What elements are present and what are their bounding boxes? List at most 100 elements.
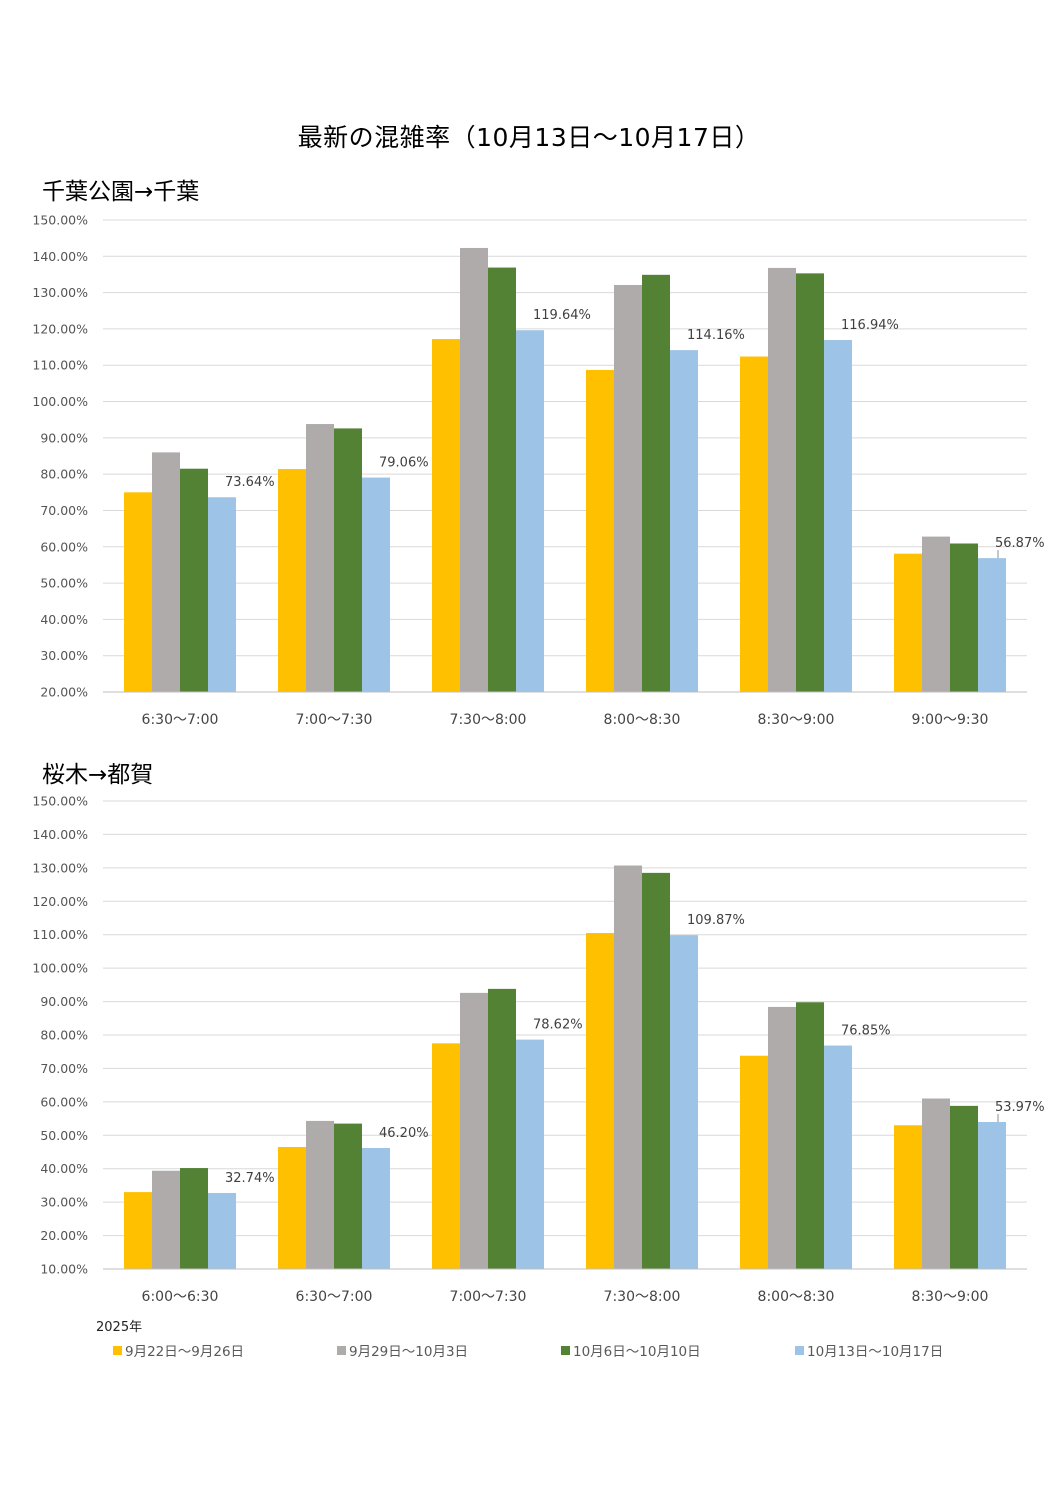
bar-series-2-4	[614, 865, 642, 1269]
y-tick-label: 100.00%	[32, 961, 88, 976]
x-category-label: 7:30～8:00	[604, 1289, 681, 1305]
bar-series-1-1	[124, 1192, 152, 1269]
legend-label-series-4: 10月13日～10月17日	[807, 1344, 944, 1360]
bar-series-1-5	[740, 356, 768, 692]
x-category-label: 8:30～9:00	[758, 712, 835, 728]
bar-series-2-2	[306, 424, 334, 692]
bar-series-1-6	[894, 1125, 922, 1269]
chart-sakuragi-to-tsuga: 10.00% 20.00% 30.00% 40.00% 50.00% 60.00% 70.0…	[32, 794, 1045, 1306]
bar-series-4-6	[978, 558, 1006, 692]
y-tick-label: 60.00%	[40, 539, 88, 554]
bar-series-3-6	[950, 543, 978, 692]
data-label: 119.64%	[533, 308, 591, 323]
bar-series-2-6	[922, 1098, 950, 1269]
bar-series-3-5	[796, 1002, 824, 1269]
bar-series-4-2	[362, 1147, 390, 1269]
bar-series-3-2	[334, 1123, 362, 1269]
data-label: 76.85%	[841, 1024, 891, 1039]
y-tick-label: 50.00%	[40, 576, 88, 591]
data-label: 114.16%	[687, 328, 745, 343]
bar-series-4-1	[208, 497, 236, 692]
bar-series-1-4	[586, 933, 614, 1269]
legend-label-series-3: 10月6日～10月10日	[573, 1344, 701, 1360]
y-tick-label: 50.00%	[40, 1128, 88, 1143]
bar-series-1-3	[432, 1043, 460, 1269]
x-category-label: 7:30～8:00	[450, 712, 527, 728]
bar-series-2-1	[152, 452, 180, 692]
data-label: 73.64%	[225, 475, 275, 490]
legend-year-label: 2025年	[96, 1320, 143, 1335]
y-tick-label: 120.00%	[32, 321, 88, 336]
bar-series-2-4	[614, 284, 642, 692]
bar-series-2-5	[768, 1006, 796, 1269]
data-label: 109.87%	[687, 913, 745, 928]
legend-swatch-series-3	[561, 1346, 570, 1355]
data-label: 53.97%	[995, 1100, 1045, 1115]
y-tick-label: 80.00%	[40, 467, 88, 482]
page-title: 最新の混雑率（10月13日～10月17日）	[297, 123, 761, 152]
bar-series-4-1	[208, 1192, 236, 1269]
chart-2-title: 桜木→都賀	[42, 762, 154, 788]
data-label: 78.62%	[533, 1018, 583, 1033]
bar-series-3-1	[180, 1168, 208, 1269]
bar-series-2-5	[768, 267, 796, 692]
y-tick-label: 30.00%	[40, 1195, 88, 1210]
data-label: 46.20%	[379, 1126, 429, 1141]
y-tick-label: 150.00%	[32, 794, 88, 809]
bar-series-1-2	[278, 469, 306, 692]
legend-swatch-series-1	[113, 1346, 122, 1355]
bar-series-3-3	[488, 988, 516, 1269]
bar-series-2-3	[460, 247, 488, 693]
legend-swatch-series-2	[337, 1346, 346, 1355]
data-label: 32.74%	[225, 1171, 275, 1186]
y-tick-label: 150.00%	[32, 213, 88, 228]
x-category-label: 6:00～6:30	[142, 1289, 219, 1305]
y-tick-label: 30.00%	[40, 648, 88, 663]
y-tick-label: 130.00%	[32, 285, 88, 300]
bar-series-2-3	[460, 992, 488, 1269]
bar-series-3-5	[796, 273, 824, 692]
bar-series-4-4	[670, 350, 698, 692]
bar-series-4-4	[670, 935, 698, 1269]
bar-series-4-5	[824, 340, 852, 692]
y-tick-label: 130.00%	[32, 860, 88, 875]
bar-series-3-2	[334, 428, 362, 692]
legend-item-series-2: 9月29日～10月3日	[337, 1340, 468, 1360]
legend-label-series-1: 9月22日～9月26日	[125, 1344, 245, 1360]
legend-item-series-3: 10月6日～10月10日	[561, 1340, 701, 1360]
data-label: 79.06%	[379, 456, 429, 471]
bar-series-1-5	[740, 1055, 768, 1269]
data-label: 116.94%	[841, 318, 899, 333]
x-category-label: 7:00～7:30	[450, 1289, 527, 1305]
legend: 9月22日～9月26日 9月29日～10月3日 10月6日～10月10日 10月…	[0, 1340, 1058, 1360]
legend-item-series-1: 9月22日～9月26日	[113, 1340, 244, 1360]
y-tick-label: 20.00%	[40, 1228, 88, 1243]
bar-series-4-2	[362, 477, 390, 692]
bar-series-1-6	[894, 553, 922, 692]
x-category-label: 8:00～8:30	[758, 1289, 835, 1305]
bar-series-3-4	[642, 872, 670, 1269]
x-category-label: 6:30～7:00	[296, 1289, 373, 1305]
y-tick-label: 100.00%	[32, 394, 88, 409]
y-tick-label: 40.00%	[40, 1161, 88, 1176]
legend-item-series-4: 10月13日～10月17日	[795, 1340, 943, 1360]
y-tick-label: 90.00%	[40, 994, 88, 1009]
legend-label-series-2: 9月29日～10月3日	[349, 1344, 469, 1360]
y-tick-label: 90.00%	[40, 430, 88, 445]
y-tick-label: 20.00%	[40, 685, 88, 700]
bar-series-4-3	[516, 330, 544, 692]
y-tick-label: 40.00%	[40, 612, 88, 627]
bar-series-1-1	[124, 492, 152, 692]
bar-series-2-1	[152, 1170, 180, 1269]
y-tick-label: 110.00%	[32, 927, 88, 942]
bar-series-2-2	[306, 1120, 334, 1269]
x-category-label: 9:00～9:30	[912, 712, 989, 728]
y-tick-label: 110.00%	[32, 358, 88, 373]
bar-series-1-4	[586, 369, 614, 692]
bar-series-1-2	[278, 1146, 306, 1269]
bar-series-1-3	[432, 339, 460, 692]
bar-series-3-3	[488, 267, 516, 692]
y-tick-label: 10.00%	[40, 1262, 88, 1277]
bar-series-3-4	[642, 274, 670, 692]
y-tick-label: 70.00%	[40, 503, 88, 518]
